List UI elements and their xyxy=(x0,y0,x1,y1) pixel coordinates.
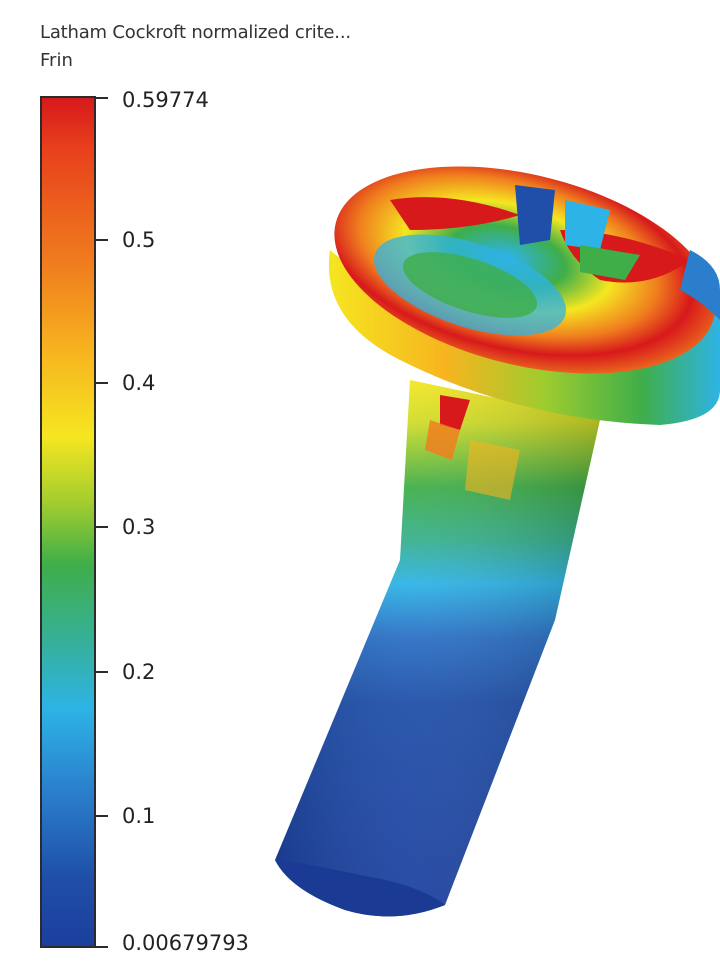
colorbar-tick xyxy=(96,382,108,384)
colorbar-tick xyxy=(96,526,108,528)
colorbar-tick-label: 0.3 xyxy=(122,515,156,539)
colorbar-tick-label: 0.1 xyxy=(122,804,156,828)
colorbar-tick-label: 0.4 xyxy=(122,371,156,395)
colorbar-tick xyxy=(96,239,108,241)
colorbar-tick-label: 0.2 xyxy=(122,660,156,684)
legend-variable-name: Frin xyxy=(40,50,73,71)
colorbar-gradient xyxy=(40,96,96,948)
colorbar-tick-max xyxy=(96,97,108,99)
colorbar-tick xyxy=(96,671,108,673)
screw-head xyxy=(328,166,720,425)
color-legend xyxy=(40,96,100,948)
colorbar-tick xyxy=(96,815,108,817)
screw-shaft xyxy=(275,380,600,917)
colorbar-max-label: 0.59774 xyxy=(122,88,209,112)
colorbar-tick-min xyxy=(96,946,108,948)
colorbar-min-label: 0.00679793 xyxy=(122,931,249,955)
colorbar-tick-label: 0.5 xyxy=(122,228,156,252)
legend-title: Latham Cockroft normalized crite... xyxy=(40,22,351,43)
